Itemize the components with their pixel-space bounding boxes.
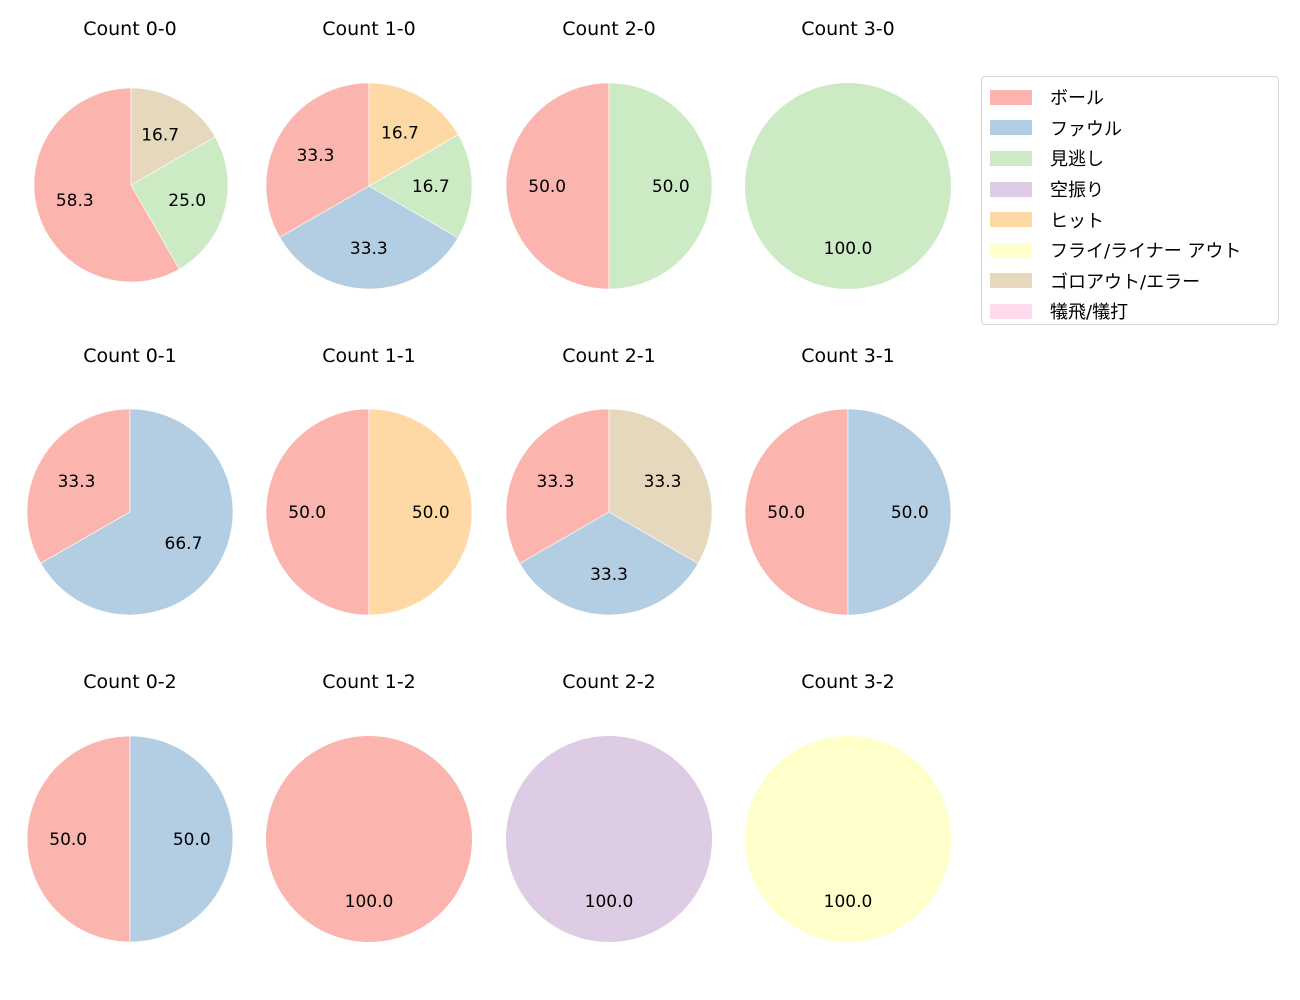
pie-slice: [847, 408, 952, 616]
legend-swatch: [990, 150, 1032, 166]
slice-value-label: 100.0: [824, 239, 873, 259]
legend-label: 見逃し: [1050, 149, 1104, 171]
pie-title: Count 2-1: [562, 345, 656, 367]
slice-value-label: 33.3: [350, 239, 388, 259]
chart-legend: ボール ファウル 見逃し 空振り ヒット フライ/ライナー アウト ゴロアウト/…: [981, 76, 1279, 325]
slice-value-label: 50.0: [288, 503, 326, 523]
pie-chart: Count 0-2 50.0 50.0: [26, 671, 234, 943]
pie-title: Count 0-2: [83, 671, 177, 693]
pie-slice: [266, 736, 472, 942]
pie-slice: [265, 82, 370, 238]
legend-item: ボール: [982, 82, 1278, 113]
pie-chart: Count 2-2 100.0: [506, 671, 712, 942]
pie-slice: [279, 185, 459, 290]
pie-slice: [26, 408, 131, 564]
slice-value-label: 50.0: [528, 177, 566, 197]
pie-title: Count 0-1: [83, 345, 177, 367]
pie-chart: Count 0-0 58.3 25.0 16.7: [33, 18, 229, 283]
pie-chart: Count 1-2 100.0: [266, 671, 472, 942]
legend-swatch: [990, 242, 1032, 258]
slice-value-label: 100.0: [345, 892, 394, 912]
legend-label: フライ/ライナー アウト: [1050, 241, 1242, 263]
pie-slice: [265, 408, 370, 616]
pie-slice: [129, 735, 234, 943]
pie-slice: [130, 87, 216, 186]
slice-value-label: 50.0: [767, 503, 805, 523]
pie-title: Count 3-2: [801, 671, 895, 693]
legend-item: 犠飛/犠打: [982, 296, 1278, 327]
slice-value-label: 33.3: [58, 472, 96, 492]
legend-label: 犠飛/犠打: [1050, 302, 1129, 324]
slice-value-label: 100.0: [585, 892, 634, 912]
legend-item: 空振り: [982, 174, 1278, 205]
pie-slice: [368, 134, 473, 239]
pie-title: Count 1-2: [322, 671, 416, 693]
legend-label: 空振り: [1050, 180, 1104, 202]
legend-item: 見逃し: [982, 143, 1278, 174]
slice-value-label: 33.3: [537, 472, 575, 492]
legend-label: ゴロアウト/エラー: [1050, 271, 1201, 293]
pie-slice: [40, 408, 234, 616]
legend-swatch: [990, 273, 1032, 289]
slice-value-label: 16.7: [141, 126, 179, 146]
pie-title: Count 1-0: [322, 18, 416, 40]
pie-title: Count 2-2: [562, 671, 656, 693]
legend-swatch: [990, 303, 1032, 319]
slice-value-label: 66.7: [165, 534, 203, 554]
pie-chart: Count 1-0 33.3 33.3 16.7 16.7: [265, 18, 473, 290]
legend-item: ゴロアウト/エラー: [982, 266, 1278, 297]
pie-title: Count 2-0: [562, 18, 656, 40]
legend-item: ヒット: [982, 204, 1278, 235]
pie-chart: Count 3-2 100.0: [745, 671, 951, 942]
pie-slice: [745, 736, 951, 942]
slice-value-label: 50.0: [412, 503, 450, 523]
slice-value-label: 50.0: [891, 503, 929, 523]
slice-value-label: 25.0: [168, 191, 206, 211]
legend-label: ファウル: [1050, 118, 1122, 140]
legend-swatch: [990, 120, 1032, 136]
slice-value-label: 33.3: [297, 146, 335, 166]
legend-item: ファウル: [982, 113, 1278, 144]
pie-slice: [745, 83, 951, 289]
slice-value-label: 50.0: [652, 177, 690, 197]
slice-value-label: 50.0: [173, 830, 211, 850]
pie-slice: [608, 408, 713, 564]
pie-title: Count 1-1: [322, 345, 416, 367]
pie-slice: [744, 408, 849, 616]
pie-slice: [130, 136, 229, 270]
slice-value-label: 58.3: [56, 191, 94, 211]
legend-swatch: [990, 212, 1032, 228]
pie-slice: [506, 736, 712, 942]
pie-chart: Count 2-0 50.0 50.0: [505, 18, 713, 290]
pie-chart: Count 2-1 33.3 33.3 33.3: [505, 345, 713, 616]
pie-title: Count 3-0: [801, 18, 895, 40]
pie-slice: [505, 408, 610, 564]
slice-value-label: 100.0: [824, 892, 873, 912]
pie-slice: [608, 82, 713, 290]
slice-value-label: 33.3: [590, 565, 628, 585]
pie-chart: Count 1-1 50.0 50.0: [265, 345, 473, 616]
legend-label: ヒット: [1050, 210, 1104, 232]
pie-slice: [505, 82, 610, 290]
pie-slice: [368, 82, 459, 187]
legend-label: ボール: [1050, 88, 1104, 110]
pie-title: Count 0-0: [83, 18, 177, 40]
pie-slice: [26, 735, 131, 943]
slice-value-label: 33.3: [644, 472, 682, 492]
pie-chart: Count 0-1 33.3 66.7: [26, 345, 234, 616]
legend-item: フライ/ライナー アウト: [982, 235, 1278, 266]
pie-chart: Count 3-0 100.0: [745, 18, 951, 289]
slice-value-label: 16.7: [381, 124, 419, 144]
legend-swatch: [990, 89, 1032, 105]
pie-title: Count 3-1: [801, 345, 895, 367]
pie-chart: Count 3-1 50.0 50.0: [744, 345, 952, 616]
legend-swatch: [990, 181, 1032, 197]
slice-value-label: 50.0: [49, 830, 87, 850]
pie-slice: [368, 408, 473, 616]
pie-slice: [33, 87, 180, 283]
slice-value-label: 16.7: [412, 177, 450, 197]
